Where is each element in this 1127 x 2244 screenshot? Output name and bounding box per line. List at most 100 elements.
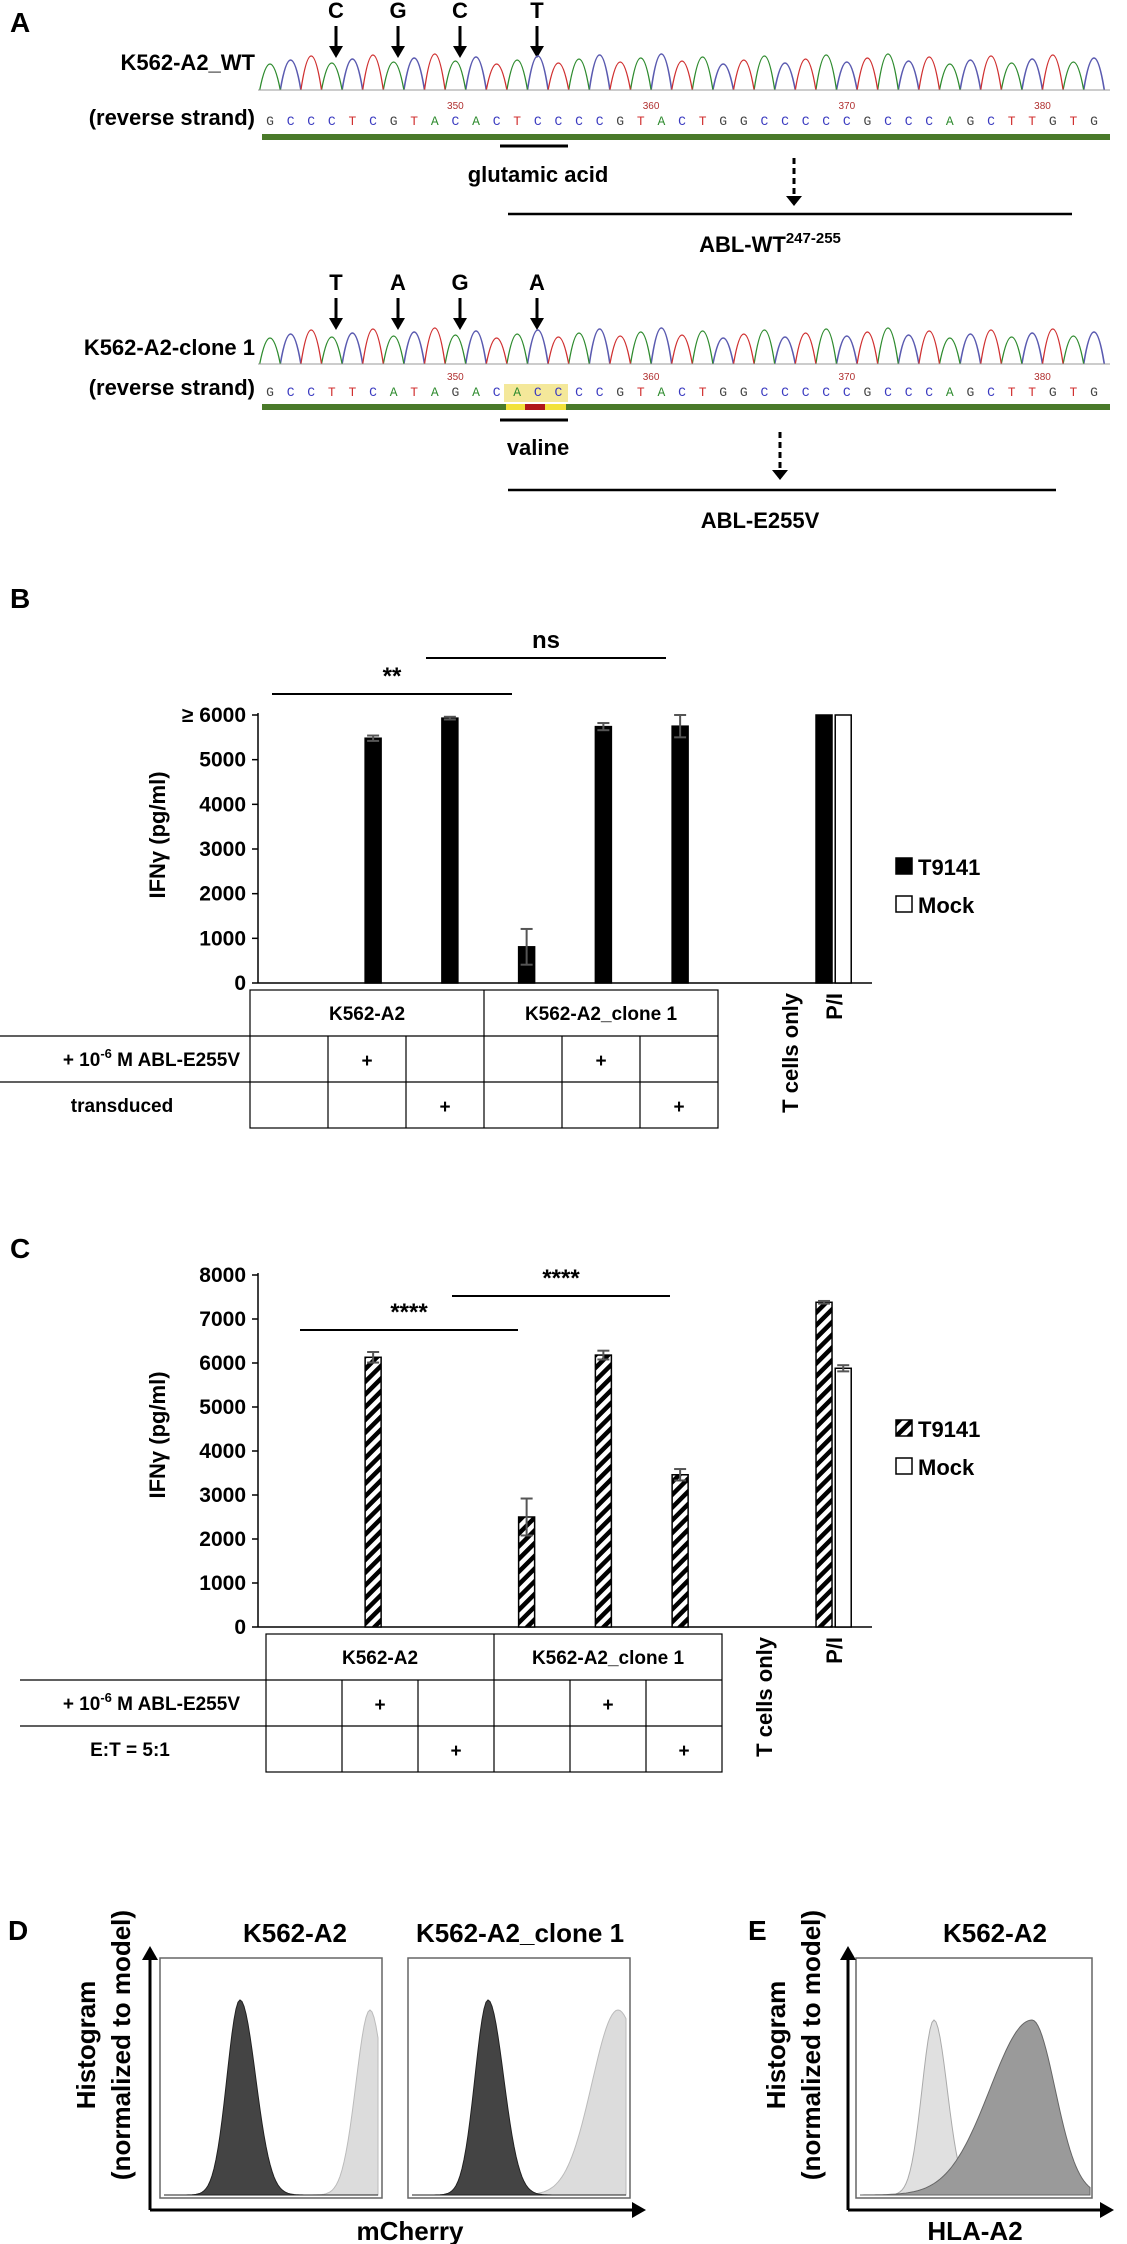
b-table-group-label: K562-A2 <box>329 1004 405 1025</box>
c-pi-label: P/I <box>822 1637 847 1664</box>
cl-base: A <box>390 385 398 400</box>
panel-d-title-2: K562-A2_clone 1 <box>416 1918 624 1948</box>
c-mock-bar <box>834 1367 852 1628</box>
cl-base: A <box>513 385 521 400</box>
e-hla-a2-histogram <box>860 2019 1091 2196</box>
clone-quality-bar <box>262 404 1110 410</box>
wt-position-ticks: 350 360 370 380 <box>447 101 1051 112</box>
cl-base: C <box>493 385 501 400</box>
b-table-plus: + <box>595 1051 606 1072</box>
cl-base: C <box>843 385 851 400</box>
b-legend-label: Mock <box>918 893 975 918</box>
clone-position-ticks: 350 360 370 380 <box>447 372 1051 383</box>
c-table-plus: + <box>678 1741 689 1762</box>
b-t9141-bar <box>594 725 613 984</box>
wt-base: G <box>390 114 398 129</box>
wt-base: A <box>472 114 480 129</box>
c-sig-label: **** <box>390 1299 428 1326</box>
cl-base: C <box>781 385 789 400</box>
wt-base: T <box>699 114 707 129</box>
panel-b-condition-table: K562-A2 K562-A2_clone 1 + 10-6 M ABL-E255V… <box>0 989 847 1129</box>
panel-e-title: K562-A2 <box>943 1918 1047 1948</box>
wt-arrow-letter: G <box>389 0 406 23</box>
wt-chromatogram-trace <box>279 53 1106 91</box>
wt-base: A <box>431 114 439 129</box>
c-t9141-bar <box>671 1474 689 1628</box>
wt-base: C <box>493 114 501 129</box>
panel-d-title-1: K562-A2 <box>243 1918 347 1948</box>
wt-base: C <box>822 114 830 129</box>
c-table-plus: + <box>374 1695 385 1716</box>
wt-position-tick: 350 <box>447 101 464 112</box>
cl-base: C <box>822 385 830 400</box>
wt-base: C <box>554 114 562 129</box>
cl-base: T <box>348 385 356 400</box>
wt-base: C <box>369 114 377 129</box>
cl-position-tick: 350 <box>447 372 464 383</box>
b-y-tick-label: 3000 <box>199 838 246 861</box>
wt-base: C <box>534 114 542 129</box>
panel-e-ylabel-line1: Histogram <box>761 1981 791 2110</box>
panel-d-x-arrowhead <box>632 2202 646 2218</box>
cl-position-tick: 370 <box>838 372 855 383</box>
cl-base: C <box>905 385 913 400</box>
c-table-plus: + <box>450 1741 461 1762</box>
clone-dotted-arrow-head <box>772 470 788 480</box>
c-t9141-bar <box>815 1301 833 1628</box>
cl-base: C <box>554 385 562 400</box>
panel-d-xlabel: mCherry <box>357 2216 464 2244</box>
wt-arrow-letter: T <box>530 0 544 23</box>
b-y-tick-label: 2000 <box>199 883 246 906</box>
clone-codon-highlight <box>504 384 568 402</box>
cl-base: G <box>616 385 624 400</box>
b-table-row2-label: transduced <box>71 1096 173 1117</box>
wt-quality-bar <box>262 134 1110 140</box>
panel-d-y-arrowhead <box>142 1946 158 1960</box>
d-frame-1 <box>159 1957 383 2199</box>
cl-base: C <box>802 385 810 400</box>
wt-base: C <box>596 114 604 129</box>
b-y-tick-label: 5000 <box>199 749 246 772</box>
b-pi-label: P/I <box>822 993 847 1020</box>
wt-base: T <box>348 114 356 129</box>
panel-b-letter: B <box>10 583 30 614</box>
panel-b-bars <box>364 714 852 984</box>
wt-arrow-head <box>530 46 544 58</box>
cl-base: C <box>884 385 892 400</box>
wt-base: C <box>781 114 789 129</box>
cl-base: T <box>1028 385 1036 400</box>
wt-arrow-head <box>453 46 467 58</box>
b-table-group-label: K562-A2_clone 1 <box>525 1004 678 1025</box>
c-tcells-only-label: T cells only <box>752 1636 777 1757</box>
c-y-tick-label: 5000 <box>199 1396 246 1419</box>
wt-arrow-letter: C <box>328 0 344 23</box>
wt-base: G <box>863 114 871 129</box>
clone-codon-label: valine <box>507 435 569 460</box>
wt-sample-name: K562-A2_WT <box>121 50 256 75</box>
b-sig-label: ns <box>532 627 560 654</box>
wt-base: G <box>966 114 974 129</box>
cl-arrow-letter: A <box>529 270 545 295</box>
wt-base: C <box>905 114 913 129</box>
cl-base: C <box>596 385 604 400</box>
c-legend-label: Mock <box>918 1455 975 1480</box>
clone-chromatogram-trace <box>279 327 1106 365</box>
panel-e-x-arrowhead <box>1100 2202 1114 2218</box>
wt-base: A <box>657 114 665 129</box>
cl-base: T <box>1069 385 1077 400</box>
wt-chromatogram-trace-red <box>300 53 1064 91</box>
wt-arrow-head <box>329 46 343 58</box>
panel-b-significance: ** ns <box>272 627 666 695</box>
cl-base: C <box>925 385 933 400</box>
cl-base: C <box>678 385 686 400</box>
cl-base: C <box>287 385 295 400</box>
clone-strand-label: (reverse strand) <box>89 375 255 400</box>
cl-base: T <box>410 385 418 400</box>
b-y-tick-label: 1000 <box>199 927 246 950</box>
c-y-tick-label: 0 <box>234 1616 246 1639</box>
c-sig-label: **** <box>542 1265 580 1292</box>
wt-arrow-head <box>391 46 405 58</box>
panel-e-ylabel-line2: (normalized to model) <box>796 1910 826 2180</box>
